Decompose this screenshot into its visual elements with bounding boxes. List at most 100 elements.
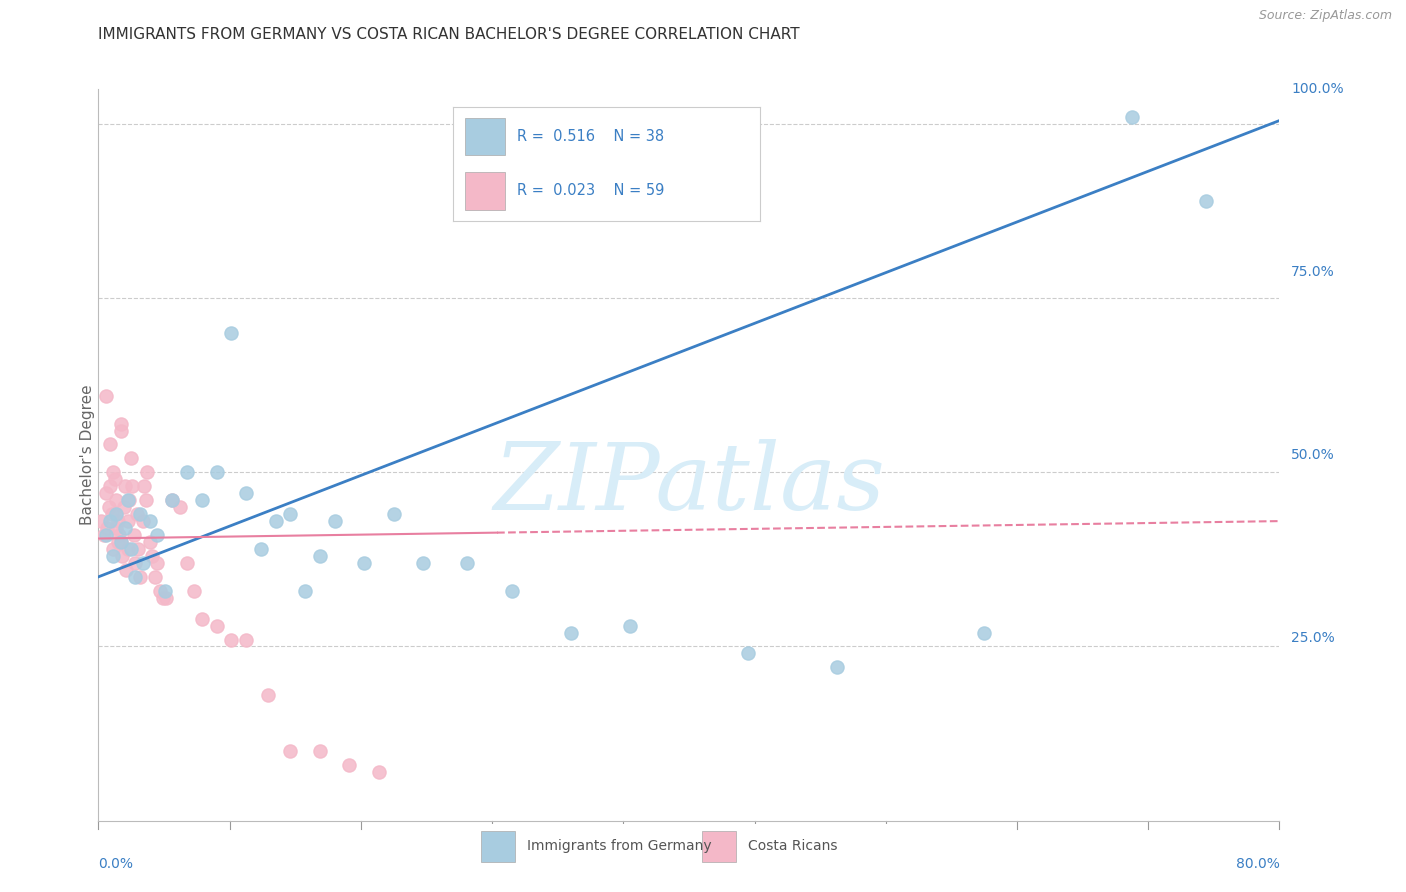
Point bbox=[412, 556, 434, 570]
Point bbox=[141, 549, 163, 563]
FancyBboxPatch shape bbox=[481, 830, 515, 862]
Point bbox=[1121, 110, 1143, 124]
Point bbox=[309, 744, 332, 758]
Point bbox=[132, 556, 155, 570]
Point bbox=[152, 591, 174, 605]
Point bbox=[103, 541, 125, 556]
Point bbox=[117, 493, 139, 508]
FancyBboxPatch shape bbox=[702, 830, 735, 862]
Point bbox=[122, 528, 145, 542]
Point bbox=[183, 583, 205, 598]
Point bbox=[117, 541, 139, 556]
Text: 25.0%: 25.0% bbox=[1291, 631, 1336, 645]
Text: IMMIGRANTS FROM GERMANY VS COSTA RICAN BACHELOR'S DEGREE CORRELATION CHART: IMMIGRANTS FROM GERMANY VS COSTA RICAN B… bbox=[98, 27, 800, 42]
Point bbox=[111, 549, 134, 563]
Point bbox=[235, 486, 257, 500]
Point bbox=[825, 660, 848, 674]
Point bbox=[135, 493, 157, 508]
Point bbox=[98, 479, 121, 493]
Point bbox=[456, 556, 478, 570]
Point bbox=[105, 493, 128, 508]
Point bbox=[120, 541, 142, 556]
Point bbox=[125, 507, 148, 521]
Point bbox=[162, 493, 183, 508]
FancyBboxPatch shape bbox=[465, 118, 505, 155]
Point bbox=[1195, 194, 1218, 208]
Point bbox=[176, 556, 198, 570]
Point bbox=[278, 744, 302, 758]
Point bbox=[235, 632, 257, 647]
Point bbox=[139, 514, 162, 528]
Point bbox=[219, 632, 242, 647]
Y-axis label: Bachelor's Degree: Bachelor's Degree bbox=[80, 384, 94, 525]
Point bbox=[136, 466, 159, 480]
Point bbox=[619, 618, 641, 632]
Point bbox=[560, 625, 582, 640]
Point bbox=[337, 758, 360, 772]
Point bbox=[117, 514, 139, 528]
Point bbox=[205, 618, 228, 632]
Point bbox=[104, 472, 127, 486]
Point bbox=[107, 535, 129, 549]
Point bbox=[110, 535, 132, 549]
Text: 100.0%: 100.0% bbox=[1291, 82, 1344, 96]
Point bbox=[134, 479, 156, 493]
Point bbox=[257, 688, 280, 702]
Point bbox=[250, 541, 273, 556]
Point bbox=[98, 437, 121, 451]
Point bbox=[108, 528, 131, 542]
Point bbox=[353, 556, 375, 570]
Point bbox=[132, 514, 155, 528]
Point bbox=[114, 479, 136, 493]
Point bbox=[94, 486, 117, 500]
Point bbox=[128, 570, 150, 584]
Point bbox=[127, 541, 149, 556]
Point bbox=[973, 625, 995, 640]
Point bbox=[139, 535, 162, 549]
Point bbox=[146, 556, 169, 570]
Point bbox=[153, 583, 176, 598]
Point bbox=[146, 528, 169, 542]
Point bbox=[97, 500, 120, 515]
Point bbox=[120, 451, 142, 466]
Point bbox=[98, 514, 121, 528]
Point bbox=[294, 583, 316, 598]
Text: 50.0%: 50.0% bbox=[1291, 448, 1336, 462]
Point bbox=[115, 563, 138, 577]
Text: R =  0.023    N = 59: R = 0.023 N = 59 bbox=[517, 184, 665, 198]
Point bbox=[110, 535, 132, 549]
Point bbox=[176, 466, 198, 480]
Point bbox=[382, 507, 405, 521]
Point bbox=[309, 549, 332, 563]
Point bbox=[100, 507, 122, 521]
Point bbox=[162, 493, 183, 508]
Point bbox=[323, 514, 346, 528]
FancyBboxPatch shape bbox=[465, 172, 505, 210]
Text: 80.0%: 80.0% bbox=[1236, 857, 1279, 871]
Point bbox=[124, 570, 146, 584]
Point bbox=[110, 424, 132, 438]
Point bbox=[105, 521, 128, 535]
Point bbox=[737, 647, 759, 661]
Point bbox=[94, 528, 117, 542]
Point bbox=[368, 764, 391, 779]
Point bbox=[149, 583, 172, 598]
Point bbox=[155, 591, 177, 605]
Point bbox=[103, 466, 125, 480]
Point bbox=[93, 528, 115, 542]
Point bbox=[219, 326, 242, 340]
Point bbox=[264, 514, 287, 528]
Point bbox=[103, 549, 125, 563]
Point bbox=[121, 479, 143, 493]
Point bbox=[107, 514, 129, 528]
Text: Costa Ricans: Costa Ricans bbox=[748, 839, 838, 854]
Point bbox=[191, 493, 214, 508]
Point bbox=[278, 507, 302, 521]
Point bbox=[191, 612, 214, 626]
Point bbox=[143, 570, 166, 584]
Text: 75.0%: 75.0% bbox=[1291, 265, 1336, 279]
Point bbox=[205, 466, 228, 480]
Text: Source: ZipAtlas.com: Source: ZipAtlas.com bbox=[1258, 9, 1392, 22]
Point bbox=[90, 514, 112, 528]
Point bbox=[94, 389, 117, 403]
